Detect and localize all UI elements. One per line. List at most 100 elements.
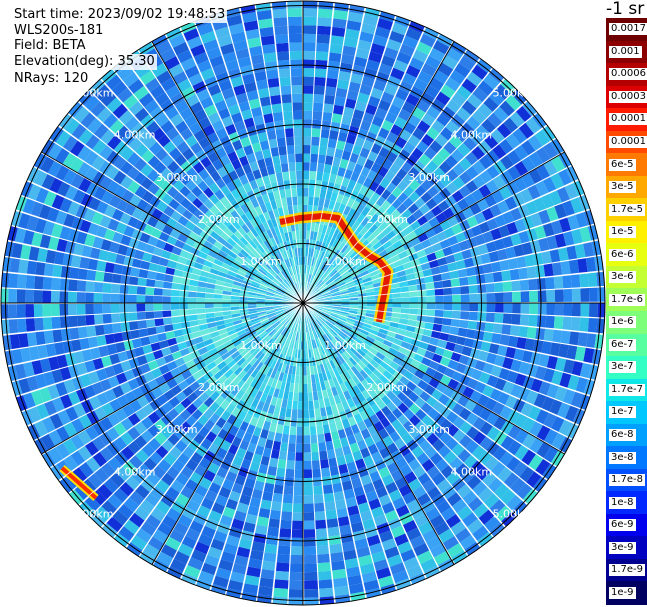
range-ring-label: 1.00km (324, 339, 366, 352)
ray-line (270, 2, 304, 304)
colorbar: 0.0017 0.001 0.0006 0.0003 0.00017 0.0001 6e-5… (606, 18, 647, 605)
ray-line (302, 58, 481, 304)
start-time-label: Start time: 2023/09/02 19:48:53 (12, 7, 228, 23)
ray-line (179, 26, 304, 304)
outer-ring (0, 0, 606, 606)
colorbar-tick-label: 1e-9 (609, 586, 636, 599)
range-ring-labels: 1.00km 1.00km 1.00km 1.00km 2.00km 2.00km 2.00… (72, 87, 534, 521)
ray-line (239, 7, 304, 304)
ray-line (302, 302, 367, 599)
range-ring-label: 3.00km (408, 423, 450, 436)
ray-line (270, 302, 304, 604)
instrument-label: WLS200s-181 (12, 23, 106, 39)
range-ring-label: 1.00km (240, 255, 282, 268)
azimuth-spoke (302, 302, 565, 455)
range-ring-label: 5.00km (493, 507, 535, 520)
range-ring-label: 1.00km (240, 339, 282, 352)
colorbar-tick-label: 1.7e-7 (609, 383, 646, 396)
ray-lines (1, 1, 605, 605)
colorbar-tick-label: 1e-6 (609, 316, 636, 329)
range-ring-label: 3.00km (156, 171, 198, 184)
ray-line (2, 302, 304, 336)
colorbar-tick-label: 6e-5 (609, 158, 636, 171)
colorbar-tick-label: 3e-5 (609, 181, 636, 194)
colorbar-tick-label: 1e-8 (609, 496, 636, 509)
ray-line (7, 302, 304, 367)
azimuth-spoke (302, 41, 455, 304)
ray-line (26, 179, 304, 304)
range-ring-label: 1.00km (324, 255, 366, 268)
ray-line (302, 179, 580, 304)
ray-line (15, 209, 304, 304)
ray-line (15, 302, 304, 397)
ray-line (302, 15, 397, 304)
range-ring-label: 4.00km (114, 465, 156, 478)
azimuth-spoke (302, 151, 565, 304)
range-ring-label: 3.00km (408, 171, 450, 184)
ray-line (302, 302, 604, 336)
range-ring (124, 124, 482, 482)
ray-line (302, 302, 427, 580)
azimuth-spoke (151, 302, 304, 565)
range-ring-label: 2.00km (198, 381, 240, 394)
colorbar-tick-label: 1e-5 (609, 226, 636, 239)
ray-line (209, 302, 304, 591)
range-ring-label: 4.00km (451, 129, 493, 142)
ray-line (302, 100, 528, 304)
ray-line (302, 26, 427, 304)
ray-line (302, 302, 481, 548)
range-ring-label: 2.00km (366, 381, 408, 394)
ray-line (78, 302, 304, 506)
ray-line (302, 302, 336, 604)
colorbar-tick-label: 0.0017 (609, 23, 647, 36)
ray-line (100, 302, 304, 528)
ray-line (302, 302, 599, 367)
ray-line (125, 302, 304, 548)
colorbar-tick-label: 0.0006 (609, 68, 647, 81)
ray-line (58, 302, 304, 481)
ray-line (78, 100, 304, 304)
ray-line (302, 7, 367, 304)
nrays-label: NRays: 120 (12, 71, 91, 87)
azimuth-spoke (41, 302, 304, 455)
colorbar-tick-label: 6e-7 (609, 338, 636, 351)
range-ring (183, 183, 423, 423)
colorbar-tick-label: 0.0003 (609, 90, 647, 103)
ray-line (302, 270, 604, 304)
range-ring-label: 2.00km (198, 213, 240, 226)
colorbar-tick-label: 6e-8 (609, 428, 636, 441)
elevation-label: Elevation(deg): 35.30 (12, 54, 157, 70)
ray-line (7, 239, 304, 304)
range-ring (64, 64, 542, 542)
ray-line (100, 78, 304, 304)
colorbar-tick-label: 0.0001 (609, 135, 647, 148)
ray-line (2, 270, 304, 304)
range-rings (0, 0, 606, 606)
range-ring-label: 3.00km (156, 423, 198, 436)
colorbar-tick-label: 3e-7 (609, 361, 636, 374)
range-ring-label: 2.00km (366, 213, 408, 226)
colorbar-tick-label: 0.00017 (609, 113, 647, 126)
range-ring-label: 5.00km (72, 87, 114, 100)
colorbar-tick-label: 1.7e-9 (609, 564, 646, 577)
colorbar-tick-label: 0.001 (609, 45, 642, 58)
colorbar-tick-label: 3e-6 (609, 271, 636, 284)
ray-line (302, 302, 528, 506)
ray-line (239, 302, 304, 599)
colorbar-tick-label: 1.7e-6 (609, 293, 646, 306)
backscatter-sectors (1, 1, 605, 605)
colorbar-tick-label: 3e-9 (609, 541, 636, 554)
ray-line (209, 15, 304, 304)
ray-line (179, 302, 304, 580)
colorbar-tick-label: 6e-9 (609, 519, 636, 532)
azimuth-spoke (151, 41, 304, 304)
range-ring-label: 5.00km (72, 507, 114, 520)
range-ring-label: 4.00km (114, 129, 156, 142)
colorbar-tick-label: 1.7e-8 (609, 474, 646, 487)
colorbar-tick-label: 6e-6 (609, 248, 636, 261)
hotspot-core (60, 466, 98, 500)
colorbar-tick-label: 3e-8 (609, 451, 636, 464)
colorbar-tick-label: 1.7e-5 (609, 203, 646, 216)
